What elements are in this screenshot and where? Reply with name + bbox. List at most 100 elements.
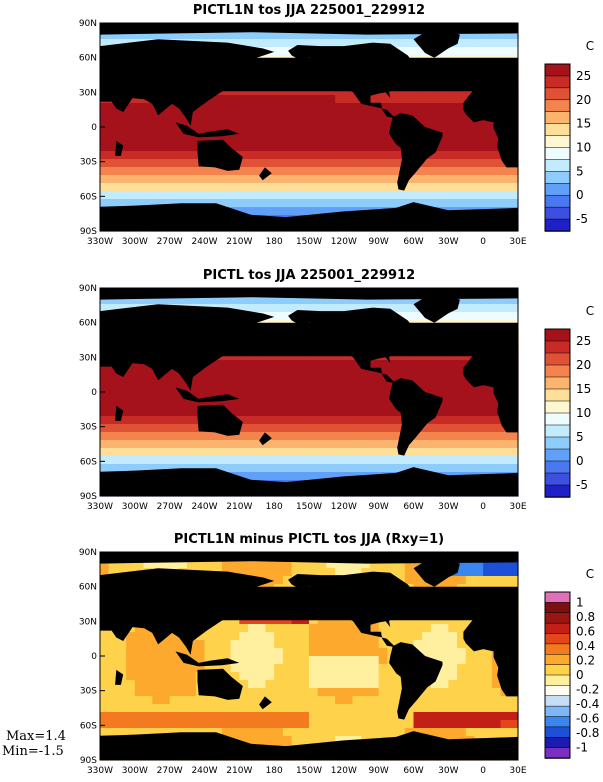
field-cell	[230, 352, 240, 361]
field-cell	[422, 384, 432, 393]
field-cell	[369, 424, 380, 433]
field-cell	[178, 408, 188, 417]
field-cell	[439, 159, 449, 168]
field-cell	[474, 720, 484, 729]
field-cell	[126, 384, 136, 393]
field-cell	[378, 688, 388, 697]
field-cell	[282, 175, 293, 184]
field-cell	[413, 31, 423, 40]
field-cell	[256, 464, 267, 473]
field-cell	[309, 151, 319, 160]
field-cell	[369, 712, 380, 721]
field-cell	[239, 159, 249, 168]
field-cell	[248, 696, 258, 705]
field-cell	[378, 704, 388, 713]
field-cell	[448, 127, 458, 136]
field-cell	[474, 664, 484, 673]
field-cell	[282, 472, 293, 481]
field-cell	[483, 576, 493, 585]
field-cell	[256, 696, 267, 705]
field-cell	[483, 31, 493, 40]
field-cell	[134, 664, 145, 673]
field-cell	[326, 648, 336, 657]
field-cell	[500, 183, 510, 192]
colorbar-frame	[544, 63, 571, 232]
field-cell	[343, 296, 354, 305]
field-cell	[439, 440, 449, 449]
field-cell	[343, 175, 354, 184]
field-cell	[143, 368, 153, 377]
field-cell	[274, 656, 284, 665]
field-cell	[265, 304, 275, 313]
field-cell	[221, 103, 232, 112]
field-cell	[160, 728, 171, 737]
field-cell	[465, 191, 476, 200]
field-cell	[378, 424, 388, 433]
field-cell	[282, 464, 293, 473]
field-cell	[335, 616, 345, 625]
field-cell	[317, 31, 328, 40]
x-tick-label: 120W	[331, 237, 357, 247]
field-cell	[152, 143, 162, 152]
field-cell	[265, 151, 275, 160]
field-cell	[143, 31, 153, 40]
field-cell	[378, 560, 388, 569]
field-cell	[248, 408, 258, 417]
field-cell	[491, 400, 502, 409]
field-cell	[300, 31, 310, 40]
field-cell	[117, 376, 127, 385]
field-cell	[343, 432, 354, 441]
field-cell	[483, 183, 493, 192]
field-cell	[265, 95, 275, 104]
field-cell	[317, 736, 328, 745]
field-cell	[439, 183, 449, 192]
field-cell	[152, 199, 162, 208]
field-cell	[430, 456, 441, 465]
field-cell	[282, 296, 293, 305]
field-cell	[230, 135, 240, 144]
field-cell	[430, 720, 441, 729]
field-cell	[178, 111, 188, 120]
field-cell	[500, 456, 510, 465]
field-cell	[291, 680, 301, 689]
field-cell	[300, 704, 310, 713]
field-cell	[265, 135, 275, 144]
field-cell	[291, 191, 301, 200]
field-cell	[160, 640, 171, 649]
field-cell	[282, 95, 293, 104]
field-cell	[396, 31, 406, 40]
field-cell	[404, 31, 415, 40]
field-cell	[430, 440, 441, 449]
field-cell	[474, 312, 484, 321]
field-cell	[483, 408, 493, 417]
field-cell	[143, 728, 153, 737]
field-cell	[187, 712, 197, 721]
field-cell	[265, 688, 275, 697]
field-cell	[457, 360, 467, 369]
field-cell	[265, 384, 275, 393]
field-cell	[195, 632, 206, 641]
field-cell	[108, 199, 119, 208]
field-cell	[457, 368, 467, 377]
colorbar-swatch	[544, 388, 571, 402]
field-cell	[491, 296, 502, 305]
field-cell	[274, 135, 284, 144]
field-cell	[160, 448, 171, 457]
field-cell	[143, 440, 153, 449]
field-cell	[108, 464, 119, 473]
field-cell	[100, 127, 110, 136]
field-cell	[265, 472, 275, 481]
field-cell	[369, 183, 380, 192]
field-cell	[213, 376, 223, 385]
field-cell	[239, 87, 249, 96]
field-cell	[274, 664, 284, 673]
field-cell	[387, 448, 397, 457]
field-cell	[265, 648, 275, 657]
field-cell	[178, 119, 188, 128]
field-cell	[509, 440, 519, 449]
field-cell	[274, 175, 284, 184]
field-cell	[282, 736, 293, 745]
field-cell	[335, 296, 345, 305]
field-cell	[474, 304, 484, 313]
field-cell	[422, 376, 432, 385]
